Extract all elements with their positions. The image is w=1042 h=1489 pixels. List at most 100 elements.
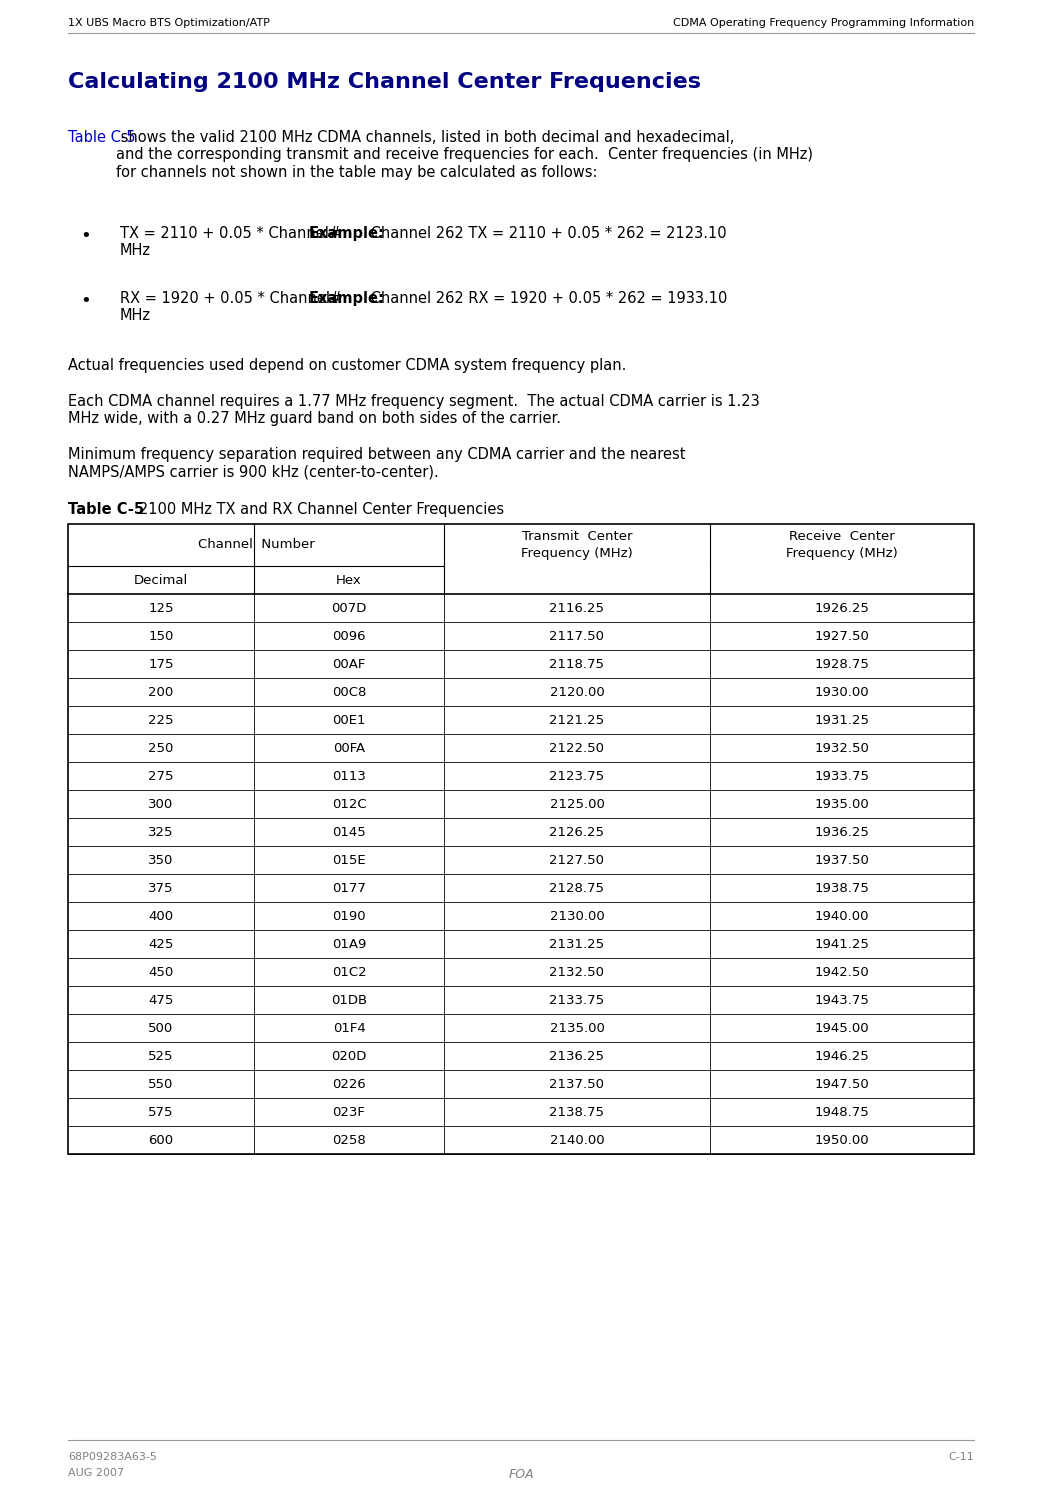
Text: 020D: 020D [331,1050,367,1063]
Text: 2122.50: 2122.50 [549,742,604,755]
Text: 2135.00: 2135.00 [549,1021,604,1035]
Text: 01F4: 01F4 [332,1021,366,1035]
Text: 1932.50: 1932.50 [815,742,869,755]
Text: Table C-5: Table C-5 [68,130,135,144]
Text: 375: 375 [148,881,174,895]
Text: 2100 MHz TX and RX Channel Center Frequencies: 2100 MHz TX and RX Channel Center Freque… [125,502,504,517]
Text: 1943.75: 1943.75 [815,993,869,1007]
Text: 2131.25: 2131.25 [549,938,604,950]
Text: 0177: 0177 [332,881,366,895]
Text: Actual frequencies used depend on customer CDMA system frequency plan.: Actual frequencies used depend on custom… [68,357,626,374]
Text: 1931.25: 1931.25 [815,713,869,727]
Text: 125: 125 [148,602,174,615]
Text: 1930.00: 1930.00 [815,685,869,698]
Text: Channel  Number: Channel Number [198,539,315,551]
Text: 2132.50: 2132.50 [549,965,604,978]
Text: Transmit  Center
Frequency (MHz): Transmit Center Frequency (MHz) [521,530,632,560]
Text: 225: 225 [148,713,174,727]
Text: 00E1: 00E1 [332,713,366,727]
Text: 350: 350 [148,853,174,867]
Text: 1950.00: 1950.00 [815,1133,869,1147]
Text: Example:: Example: [309,226,384,241]
Text: 550: 550 [148,1078,174,1090]
Text: 2125.00: 2125.00 [549,798,604,810]
Text: 1936.25: 1936.25 [815,825,869,838]
Text: 400: 400 [148,910,174,923]
Text: 015E: 015E [332,853,366,867]
Text: 00FA: 00FA [333,742,365,755]
Text: 023F: 023F [332,1105,366,1118]
Text: 1942.50: 1942.50 [815,965,869,978]
Text: CDMA Operating Frequency Programming Information: CDMA Operating Frequency Programming Inf… [673,18,974,28]
Text: 0258: 0258 [332,1133,366,1147]
Text: 1946.25: 1946.25 [815,1050,869,1063]
Text: 2120.00: 2120.00 [549,685,604,698]
Text: 0113: 0113 [332,770,366,783]
Text: 1945.00: 1945.00 [815,1021,869,1035]
Text: 175: 175 [148,658,174,670]
Text: Hex: Hex [337,573,362,587]
Text: 01A9: 01A9 [331,938,366,950]
Text: 1937.50: 1937.50 [815,853,869,867]
Text: 00C8: 00C8 [331,685,366,698]
Text: TX = 2110 + 0.05 * Channel#: TX = 2110 + 0.05 * Channel# [120,226,346,241]
Text: 2133.75: 2133.75 [549,993,604,1007]
Text: 1926.25: 1926.25 [815,602,869,615]
Text: 012C: 012C [331,798,367,810]
Text: Calculating 2100 MHz Channel Center Frequencies: Calculating 2100 MHz Channel Center Freq… [68,71,701,92]
Text: 2126.25: 2126.25 [549,825,604,838]
Text: 1935.00: 1935.00 [815,798,869,810]
Text: 2138.75: 2138.75 [549,1105,604,1118]
Text: 2127.50: 2127.50 [549,853,604,867]
Text: 1940.00: 1940.00 [815,910,869,923]
Text: •: • [80,226,91,246]
Text: 0145: 0145 [332,825,366,838]
Text: 275: 275 [148,770,174,783]
Text: 250: 250 [148,742,174,755]
Text: 1X UBS Macro BTS Optimization/ATP: 1X UBS Macro BTS Optimization/ATP [68,18,270,28]
Text: 007D: 007D [331,602,367,615]
Text: 0096: 0096 [332,630,366,642]
Text: 2128.75: 2128.75 [549,881,604,895]
Text: 1948.75: 1948.75 [815,1105,869,1118]
Text: 1941.25: 1941.25 [815,938,869,950]
Text: 525: 525 [148,1050,174,1063]
Text: 00AF: 00AF [332,658,366,670]
Text: 200: 200 [148,685,174,698]
Text: 1933.75: 1933.75 [815,770,869,783]
Text: 0190: 0190 [332,910,366,923]
Text: 150: 150 [148,630,174,642]
Text: 575: 575 [148,1105,174,1118]
Text: 325: 325 [148,825,174,838]
Text: 2117.50: 2117.50 [549,630,604,642]
Text: Minimum frequency separation required between any CDMA carrier and the nearest
N: Minimum frequency separation required be… [68,447,686,479]
Text: 2136.25: 2136.25 [549,1050,604,1063]
Text: FOA: FOA [508,1468,534,1482]
Text: Example:: Example: [309,290,384,307]
Text: MHz: MHz [120,308,151,323]
Text: AUG 2007: AUG 2007 [68,1468,124,1479]
Text: 600: 600 [148,1133,174,1147]
Text: 1927.50: 1927.50 [815,630,869,642]
Text: 2121.25: 2121.25 [549,713,604,727]
Text: 1928.75: 1928.75 [815,658,869,670]
Text: Decimal: Decimal [133,573,189,587]
Text: 1947.50: 1947.50 [815,1078,869,1090]
Bar [68,524,974,1154]
Text: 2123.75: 2123.75 [549,770,604,783]
Text: 1938.75: 1938.75 [815,881,869,895]
Text: 2118.75: 2118.75 [549,658,604,670]
Text: C-11: C-11 [948,1452,974,1462]
Text: MHz: MHz [120,243,151,258]
Text: 450: 450 [148,965,174,978]
Text: Receive  Center
Frequency (MHz): Receive Center Frequency (MHz) [786,530,898,560]
Text: Each CDMA channel requires a 1.77 MHz frequency segment.  The actual CDMA carrie: Each CDMA channel requires a 1.77 MHz fr… [68,395,760,426]
Text: Channel 262 TX = 2110 + 0.05 * 262 = 2123.10: Channel 262 TX = 2110 + 0.05 * 262 = 212… [366,226,726,241]
Text: 300: 300 [148,798,174,810]
Text: 2130.00: 2130.00 [549,910,604,923]
Text: 425: 425 [148,938,174,950]
Text: 500: 500 [148,1021,174,1035]
Text: 01C2: 01C2 [331,965,367,978]
Text: 475: 475 [148,993,174,1007]
Text: RX = 1920 + 0.05 * Channel#: RX = 1920 + 0.05 * Channel# [120,290,347,307]
